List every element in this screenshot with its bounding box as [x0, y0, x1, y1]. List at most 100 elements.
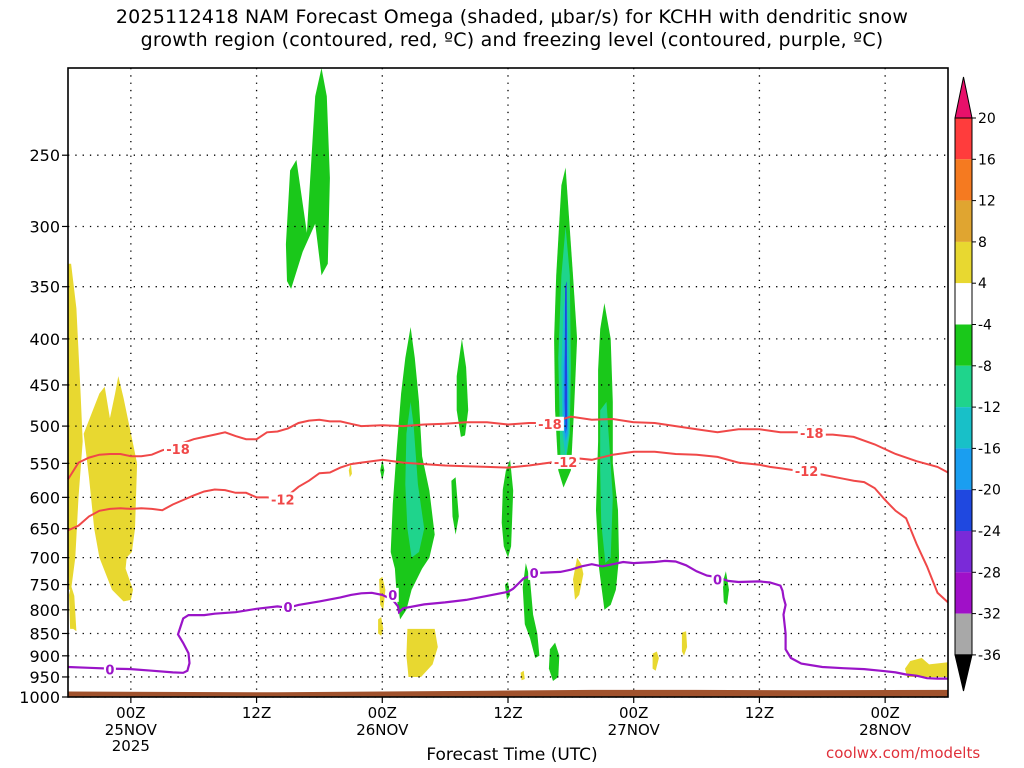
- x-tick-sublabel: 2025: [112, 737, 150, 755]
- freezing-label: 0: [530, 567, 539, 582]
- y-tick-label: 850: [29, 624, 60, 643]
- colorbar-swatch: [955, 489, 972, 531]
- freezing-label-bg: [528, 565, 541, 580]
- omega-region-pos4: [348, 463, 352, 478]
- freezing-label-bg: [282, 599, 294, 614]
- colorbar-top-arrow: [954, 76, 973, 119]
- omega-region-pos4: [379, 576, 386, 610]
- y-tick-label: 250: [29, 146, 60, 165]
- dgz-lower-label: -12: [554, 456, 578, 471]
- plot-grid: [68, 68, 948, 698]
- dgz-upper-label: -18: [538, 418, 562, 433]
- colorbar-swatch: [955, 200, 972, 242]
- colorbar-label: 12: [978, 194, 996, 210]
- omega-region-neg4: [501, 459, 514, 558]
- colorbar-label: -36: [978, 648, 1001, 664]
- freezing-label-bg: [711, 572, 724, 587]
- colorbar-label: -32: [978, 607, 1001, 623]
- colorbar-swatch: [955, 531, 972, 573]
- colorbar-swatch: [955, 572, 972, 614]
- colorbar-label: 20: [978, 111, 996, 127]
- y-tick-label: 500: [29, 417, 60, 436]
- omega-region-neg20: [564, 281, 568, 434]
- y-tick-label: 750: [29, 576, 60, 595]
- colorbar-swatch: [955, 159, 972, 201]
- colorbar-label: -16: [978, 441, 1001, 457]
- contour-lines: -18 -18 -18 -12 -12 -12 0 0 0 0 0: [67, 415, 949, 680]
- colorbar-swatch: [955, 283, 972, 325]
- omega-region-neg4: [451, 477, 459, 535]
- ground-surface: [68, 689, 948, 697]
- omega-region-pos4: [83, 376, 138, 602]
- dgz-lower-label: -12: [271, 493, 295, 508]
- colorbar-swatch: [955, 324, 972, 366]
- x-axis-title: Forecast Time (UTC): [426, 745, 598, 765]
- x-tick-sublabel: 28NOV: [859, 721, 912, 739]
- colorbar-swatch: [955, 241, 972, 284]
- plot-axes: 250 300 350 400 450 500 550 600 650 700 750 800 850 9…: [19, 67, 949, 755]
- omega-region-neg4: [456, 338, 469, 437]
- x-tick-label: 12Z: [493, 704, 522, 722]
- colorbar-swatch: [955, 613, 972, 655]
- freezing-label-bg: [103, 662, 116, 677]
- x-tick-label: 00Z: [619, 704, 648, 722]
- x-tick-label: 00Z: [116, 704, 145, 722]
- omega-region-pos4: [406, 628, 438, 677]
- omega-region-neg4: [722, 571, 729, 605]
- y-tick-label: 1000: [19, 688, 60, 707]
- x-tick-label: 00Z: [368, 704, 397, 722]
- colorbar-swatch: [955, 118, 972, 160]
- colorbar-swatch: [955, 448, 972, 490]
- y-tick-label: 700: [29, 549, 60, 568]
- omega-region-pos4: [573, 557, 584, 600]
- dgz-upper-label: -18: [800, 427, 824, 442]
- dgz-lower-label-bg: [268, 492, 297, 507]
- freezing-level-contour: [67, 559, 948, 680]
- ground-fill: [68, 689, 948, 697]
- x-tick-label: 00Z: [870, 704, 899, 722]
- title-line-2: growth region (contoured, red, ºC) and f…: [140, 29, 884, 51]
- freezing-label: 0: [713, 573, 722, 588]
- y-tick-label: 600: [29, 488, 60, 507]
- omega-region-neg4: [548, 642, 560, 681]
- colorbar: 20 16 12 8 4 -4 -8 -12 -16 -20 -24 -28 -32 -36: [954, 76, 1001, 692]
- x-tick-label: 12Z: [242, 704, 271, 722]
- colorbar-label: -4: [978, 318, 992, 334]
- colorbar-label: 8: [978, 235, 987, 251]
- y-tick-label: 400: [29, 330, 60, 349]
- title-line-1: 2025112418 NAM Forecast Omega (shaded, μ…: [115, 6, 909, 28]
- dgz-upper-label-bg: [797, 426, 826, 441]
- chart-title: 2025112418 NAM Forecast Omega (shaded, μ…: [0, 6, 1024, 52]
- omega-region-neg8: [600, 401, 613, 564]
- omega-region-neg4: [522, 563, 540, 658]
- dgz-lower-label-bg: [792, 464, 821, 479]
- omega-region-neg8: [405, 401, 425, 558]
- y-tick-label: 300: [29, 217, 60, 236]
- dgz-lower-label: -12: [795, 465, 819, 480]
- x-tick-sublabel: 25NOV: [105, 721, 158, 739]
- colorbar-label: -24: [978, 524, 1001, 540]
- y-tick-label: 350: [29, 278, 60, 297]
- freezing-label: 0: [105, 663, 114, 678]
- y-tick-label: 950: [29, 668, 60, 687]
- colorbar-label: 4: [978, 276, 987, 292]
- dgz-upper-label: -18: [166, 443, 190, 458]
- x-tick-label: 12Z: [745, 704, 774, 722]
- colorbar-label: 16: [978, 152, 996, 168]
- dgz-lower-contour: [67, 450, 949, 604]
- omega-region-pos4: [69, 585, 77, 632]
- colorbar-label: -8: [978, 359, 992, 375]
- source-credit: coolwx.com/modelts: [826, 744, 981, 762]
- x-tick-sublabel: 26NOV: [356, 721, 409, 739]
- colorbar-label: -12: [978, 400, 1001, 416]
- colorbar-bottom-arrow: [954, 654, 973, 692]
- omega-region-pos4: [520, 670, 525, 681]
- colorbar-swatch: [955, 407, 972, 449]
- dgz-upper-label-bg: [164, 441, 192, 456]
- dgz-lower-label-bg: [551, 454, 580, 469]
- omega-region-pos4: [681, 631, 688, 656]
- y-tick-label: 450: [29, 376, 60, 395]
- y-tick-label: 800: [29, 601, 60, 620]
- dgz-upper-label-bg: [535, 416, 564, 431]
